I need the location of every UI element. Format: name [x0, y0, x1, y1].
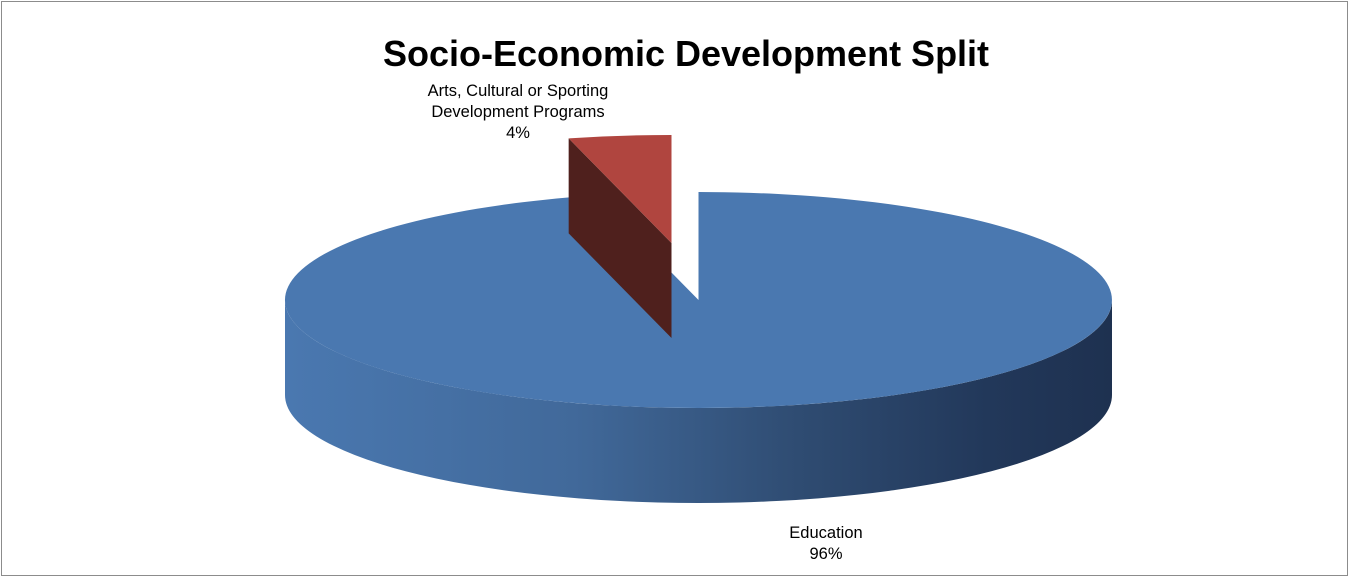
data-label-text: Development Programs [431, 103, 604, 121]
slice-side-arts [568, 138, 672, 338]
data-label-text: Arts, Cultural or Sporting [428, 82, 609, 100]
data-label-percent: 96% [809, 545, 842, 562]
slice-side-education [285, 300, 1112, 504]
chart-title: Socio-Economic Development Split [383, 33, 989, 74]
data-label-education: Education 96% [789, 524, 862, 562]
data-label-text: Education [789, 524, 862, 542]
data-label-arts: Arts, Cultural or Sporting Development Pr… [428, 82, 609, 142]
pie-chart: Socio-Economic Development Split Arts, C… [284, 33, 1112, 562]
data-label-percent: 4% [506, 124, 530, 142]
slice-education [284, 192, 1112, 409]
slice-arts [568, 135, 672, 243]
